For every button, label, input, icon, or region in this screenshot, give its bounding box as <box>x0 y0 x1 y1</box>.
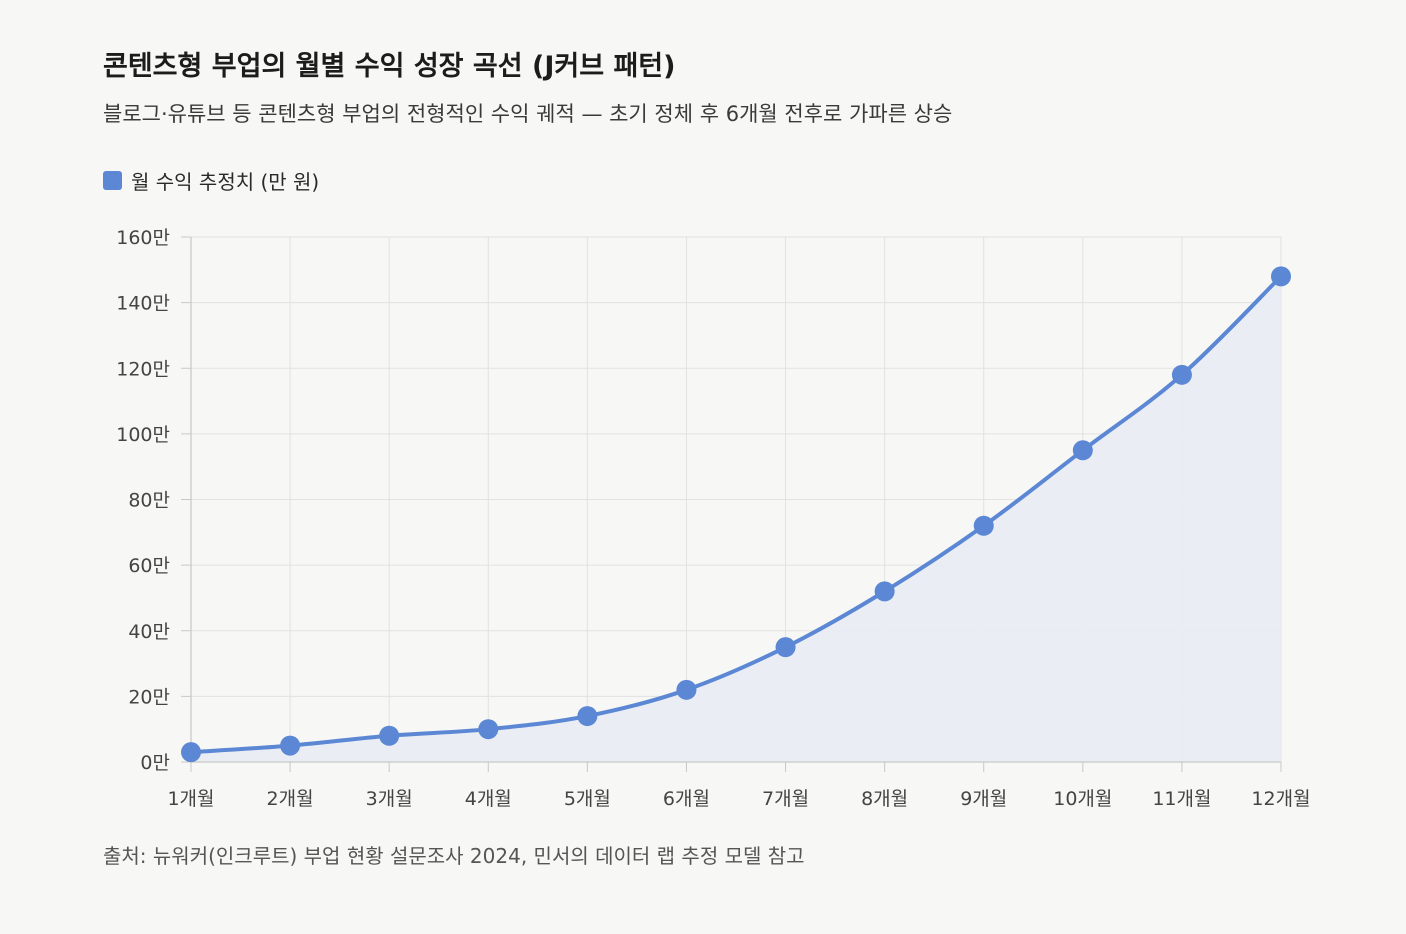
x-tick-label: 2개월 <box>267 788 314 810</box>
x-tick-labels: 1개월 2개월 3개월 4개월 5개월 6개월 7개월 8개월 9개월 10개월 11개월 12개월 <box>167 788 1310 810</box>
y-tick-label: 0만 <box>140 752 170 774</box>
x-tick-label: 7개월 <box>762 788 809 810</box>
x-tick-label: 11개월 <box>1152 788 1211 810</box>
data-points <box>181 266 1291 763</box>
data-point <box>280 735 301 756</box>
y-tick-label: 40만 <box>128 621 170 643</box>
x-tick-label: 5개월 <box>564 788 611 810</box>
legend: 월 수익 추정치 (만 원) <box>103 166 319 195</box>
x-tick-label: 12개월 <box>1251 788 1310 810</box>
y-tick-labels: 0만 20만 40만 60만 80만 100만 120만 140만 160만 <box>116 227 170 774</box>
y-tick-label: 100만 <box>116 424 170 446</box>
data-point <box>379 725 400 746</box>
data-point <box>1171 364 1192 385</box>
chart-subtitle: 블로그·유튜브 등 콘텐츠형 부업의 전형적인 수익 궤적 — 초기 정체 후 … <box>103 102 953 126</box>
series-area <box>191 276 1281 762</box>
data-point <box>874 581 895 602</box>
x-tick-label: 9개월 <box>960 788 1007 810</box>
x-tick-label: 4개월 <box>465 788 512 810</box>
source-note: 출처: 뉴워커(인크루트) 부업 현황 설문조사 2024, 민서의 데이터 랩… <box>103 844 805 868</box>
x-tick-label: 8개월 <box>861 788 908 810</box>
legend-swatch <box>103 171 122 190</box>
data-point <box>973 515 994 536</box>
y-tick-label: 80만 <box>128 490 170 512</box>
data-point <box>775 637 796 658</box>
data-point <box>676 679 697 700</box>
y-tick-label: 160만 <box>116 227 170 249</box>
x-tick-label: 10개월 <box>1053 788 1112 810</box>
data-point <box>478 719 499 740</box>
x-tick-label: 3개월 <box>366 788 413 810</box>
axes <box>181 236 1282 772</box>
chart-title: 콘텐츠형 부업의 월별 수익 성장 곡선 (J커브 패턴) <box>103 51 676 82</box>
x-tick-label: 1개월 <box>167 788 214 810</box>
legend-label: 월 수익 추정치 (만 원) <box>131 170 320 194</box>
data-point <box>181 742 201 763</box>
x-tick-label: 6개월 <box>663 788 710 810</box>
data-point <box>1271 266 1291 287</box>
data-point <box>577 706 598 727</box>
y-tick-label: 140만 <box>116 293 170 315</box>
data-point <box>1072 440 1093 461</box>
y-tick-label: 120만 <box>116 358 170 380</box>
y-tick-label: 20만 <box>128 686 170 708</box>
y-tick-label: 60만 <box>128 555 170 577</box>
area-layer <box>191 276 1281 762</box>
